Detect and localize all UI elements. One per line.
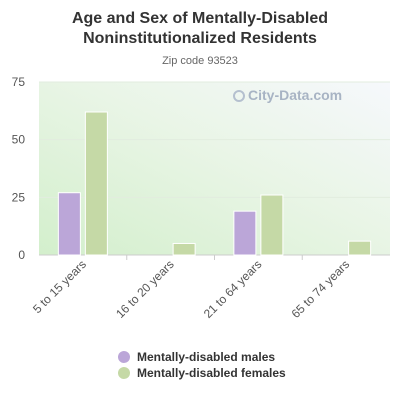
x-tick-label: 5 to 15 years — [30, 257, 89, 316]
bar-males — [57, 192, 81, 256]
y-tick-label: 75 — [12, 75, 26, 89]
y-tick-label: 0 — [18, 248, 25, 262]
bar-females — [84, 111, 108, 256]
legend: Mentally-disabled males Mentally-disable… — [118, 349, 286, 381]
watermark-text: City-Data.com — [248, 87, 343, 103]
bar-females — [348, 240, 372, 256]
legend-label-males: Mentally-disabled males — [137, 350, 276, 364]
legend-label-females: Mentally-disabled females — [137, 366, 286, 380]
x-tick-label: 65 to 74 years — [289, 257, 353, 321]
x-tick-label: 16 to 20 years — [113, 257, 177, 321]
y-tick-label: 25 — [12, 190, 26, 204]
bar-females — [260, 194, 284, 256]
legend-swatch-males — [118, 351, 130, 363]
chart-subtitle: Zip code 93523 — [162, 55, 238, 67]
y-tick-label: 50 — [12, 133, 26, 147]
x-tick-label: 21 to 64 years — [201, 257, 265, 321]
legend-swatch-females — [118, 367, 130, 379]
watermark: City-Data.com — [233, 87, 342, 103]
legend-item-females: Mentally-disabled females — [118, 365, 286, 381]
bar-males — [233, 210, 257, 256]
legend-item-males: Mentally-disabled males — [118, 349, 286, 365]
chart-title: Age and Sex of Mentally-Disabled Noninst… — [71, 10, 329, 47]
magnifier-icon — [233, 90, 245, 102]
bar-females — [172, 242, 196, 256]
